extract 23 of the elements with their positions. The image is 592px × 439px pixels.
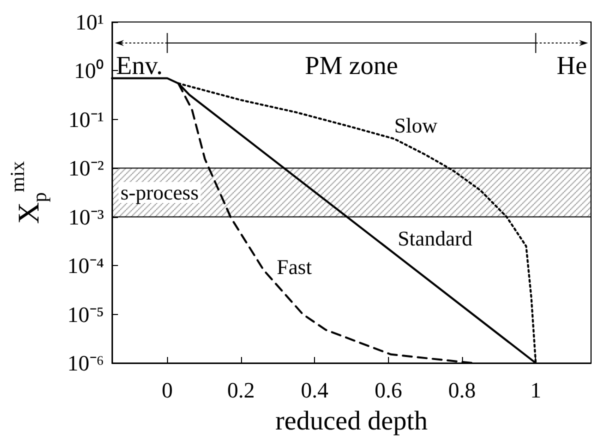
x-tick-label: 1 xyxy=(530,378,542,402)
y-tick-label: 10⁻⁴ xyxy=(67,253,104,278)
series-label: Standard xyxy=(398,226,473,250)
y-tick-label: 10¹ xyxy=(75,10,104,34)
y-tick-label: 10⁰ xyxy=(74,58,104,84)
x-tick-label: 0 xyxy=(162,378,173,402)
y-axis-title: Xpmix xyxy=(7,161,51,224)
y-tick-label: 10⁻⁵ xyxy=(67,302,104,327)
x-axis-title: reduced depth xyxy=(275,406,428,436)
x-tick-label: 0.6 xyxy=(374,378,402,402)
band-label: s-process xyxy=(120,180,199,204)
annotation: He xyxy=(556,51,587,80)
y-tick-label: 10⁻² xyxy=(68,156,104,181)
series-label: Fast xyxy=(276,254,312,279)
annotation: PM zone xyxy=(304,51,398,80)
y-tick-label: 10⁻³ xyxy=(68,204,104,230)
x-tick-label: 0.2 xyxy=(227,378,255,402)
y-tick-label: 10⁻⁶ xyxy=(67,350,104,376)
x-tick-label: 0.8 xyxy=(448,378,476,402)
y-tick-label: 10⁻¹ xyxy=(68,106,104,132)
annotation: Env. xyxy=(116,51,163,80)
series-label: Slow xyxy=(394,113,438,138)
x-tick-label: 0.4 xyxy=(300,378,328,402)
